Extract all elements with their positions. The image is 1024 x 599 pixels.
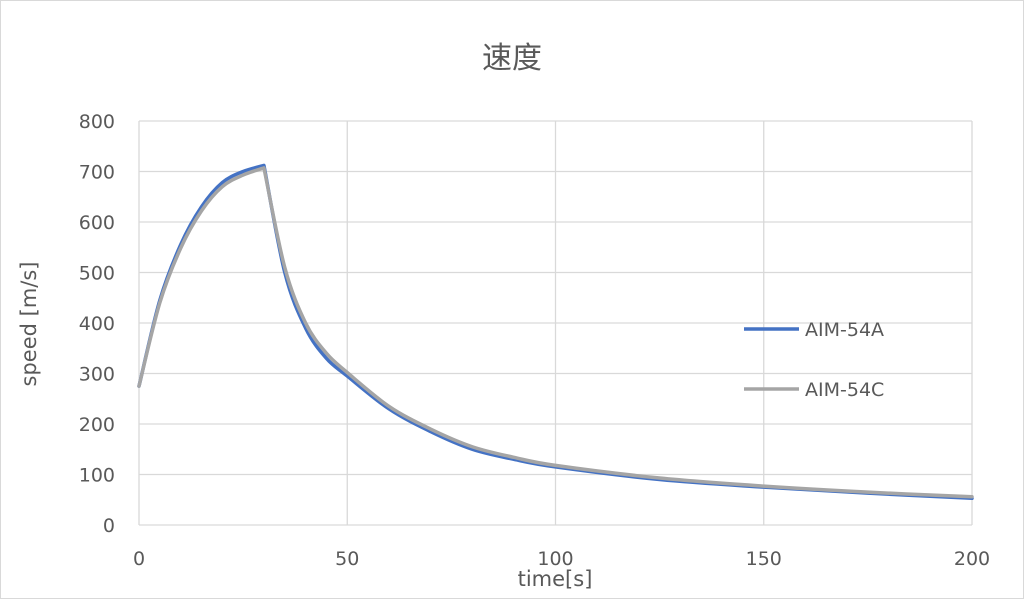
x-tick-labels: 0 50 100 150 200 — [133, 548, 990, 570]
y-tick-label: 100 — [79, 465, 115, 487]
x-axis-label: time[s] — [518, 567, 593, 591]
y-tick-label: 600 — [79, 212, 115, 234]
y-tick-label: 700 — [79, 162, 115, 184]
x-tick-label: 150 — [746, 548, 782, 570]
y-tick-label: 400 — [79, 313, 115, 335]
x-tick-label: 0 — [133, 548, 145, 570]
legend-label-aim-54c: AIM-54C — [805, 379, 884, 401]
y-tick-label: 300 — [79, 364, 115, 386]
x-tick-label: 50 — [335, 548, 359, 570]
x-tick-label: 200 — [954, 548, 990, 570]
gridlines — [138, 120, 973, 526]
legend-label-aim-54a: AIM-54A — [805, 319, 884, 341]
y-tick-label: 200 — [79, 414, 115, 436]
y-tick-label: 500 — [79, 263, 115, 285]
y-axis-label: speed [m/s] — [17, 262, 41, 387]
series-line-aim-54c — [137, 166, 974, 499]
legend: AIM-54A AIM-54C — [744, 319, 884, 401]
chart-title: 速度 — [482, 41, 542, 76]
series-lines — [137, 163, 974, 500]
y-tick-label: 0 — [103, 515, 115, 537]
y-tick-label: 800 — [79, 111, 115, 133]
x-tick-label: 100 — [537, 548, 573, 570]
y-tick-labels: 0 100 200 300 400 500 600 700 800 — [79, 111, 115, 537]
